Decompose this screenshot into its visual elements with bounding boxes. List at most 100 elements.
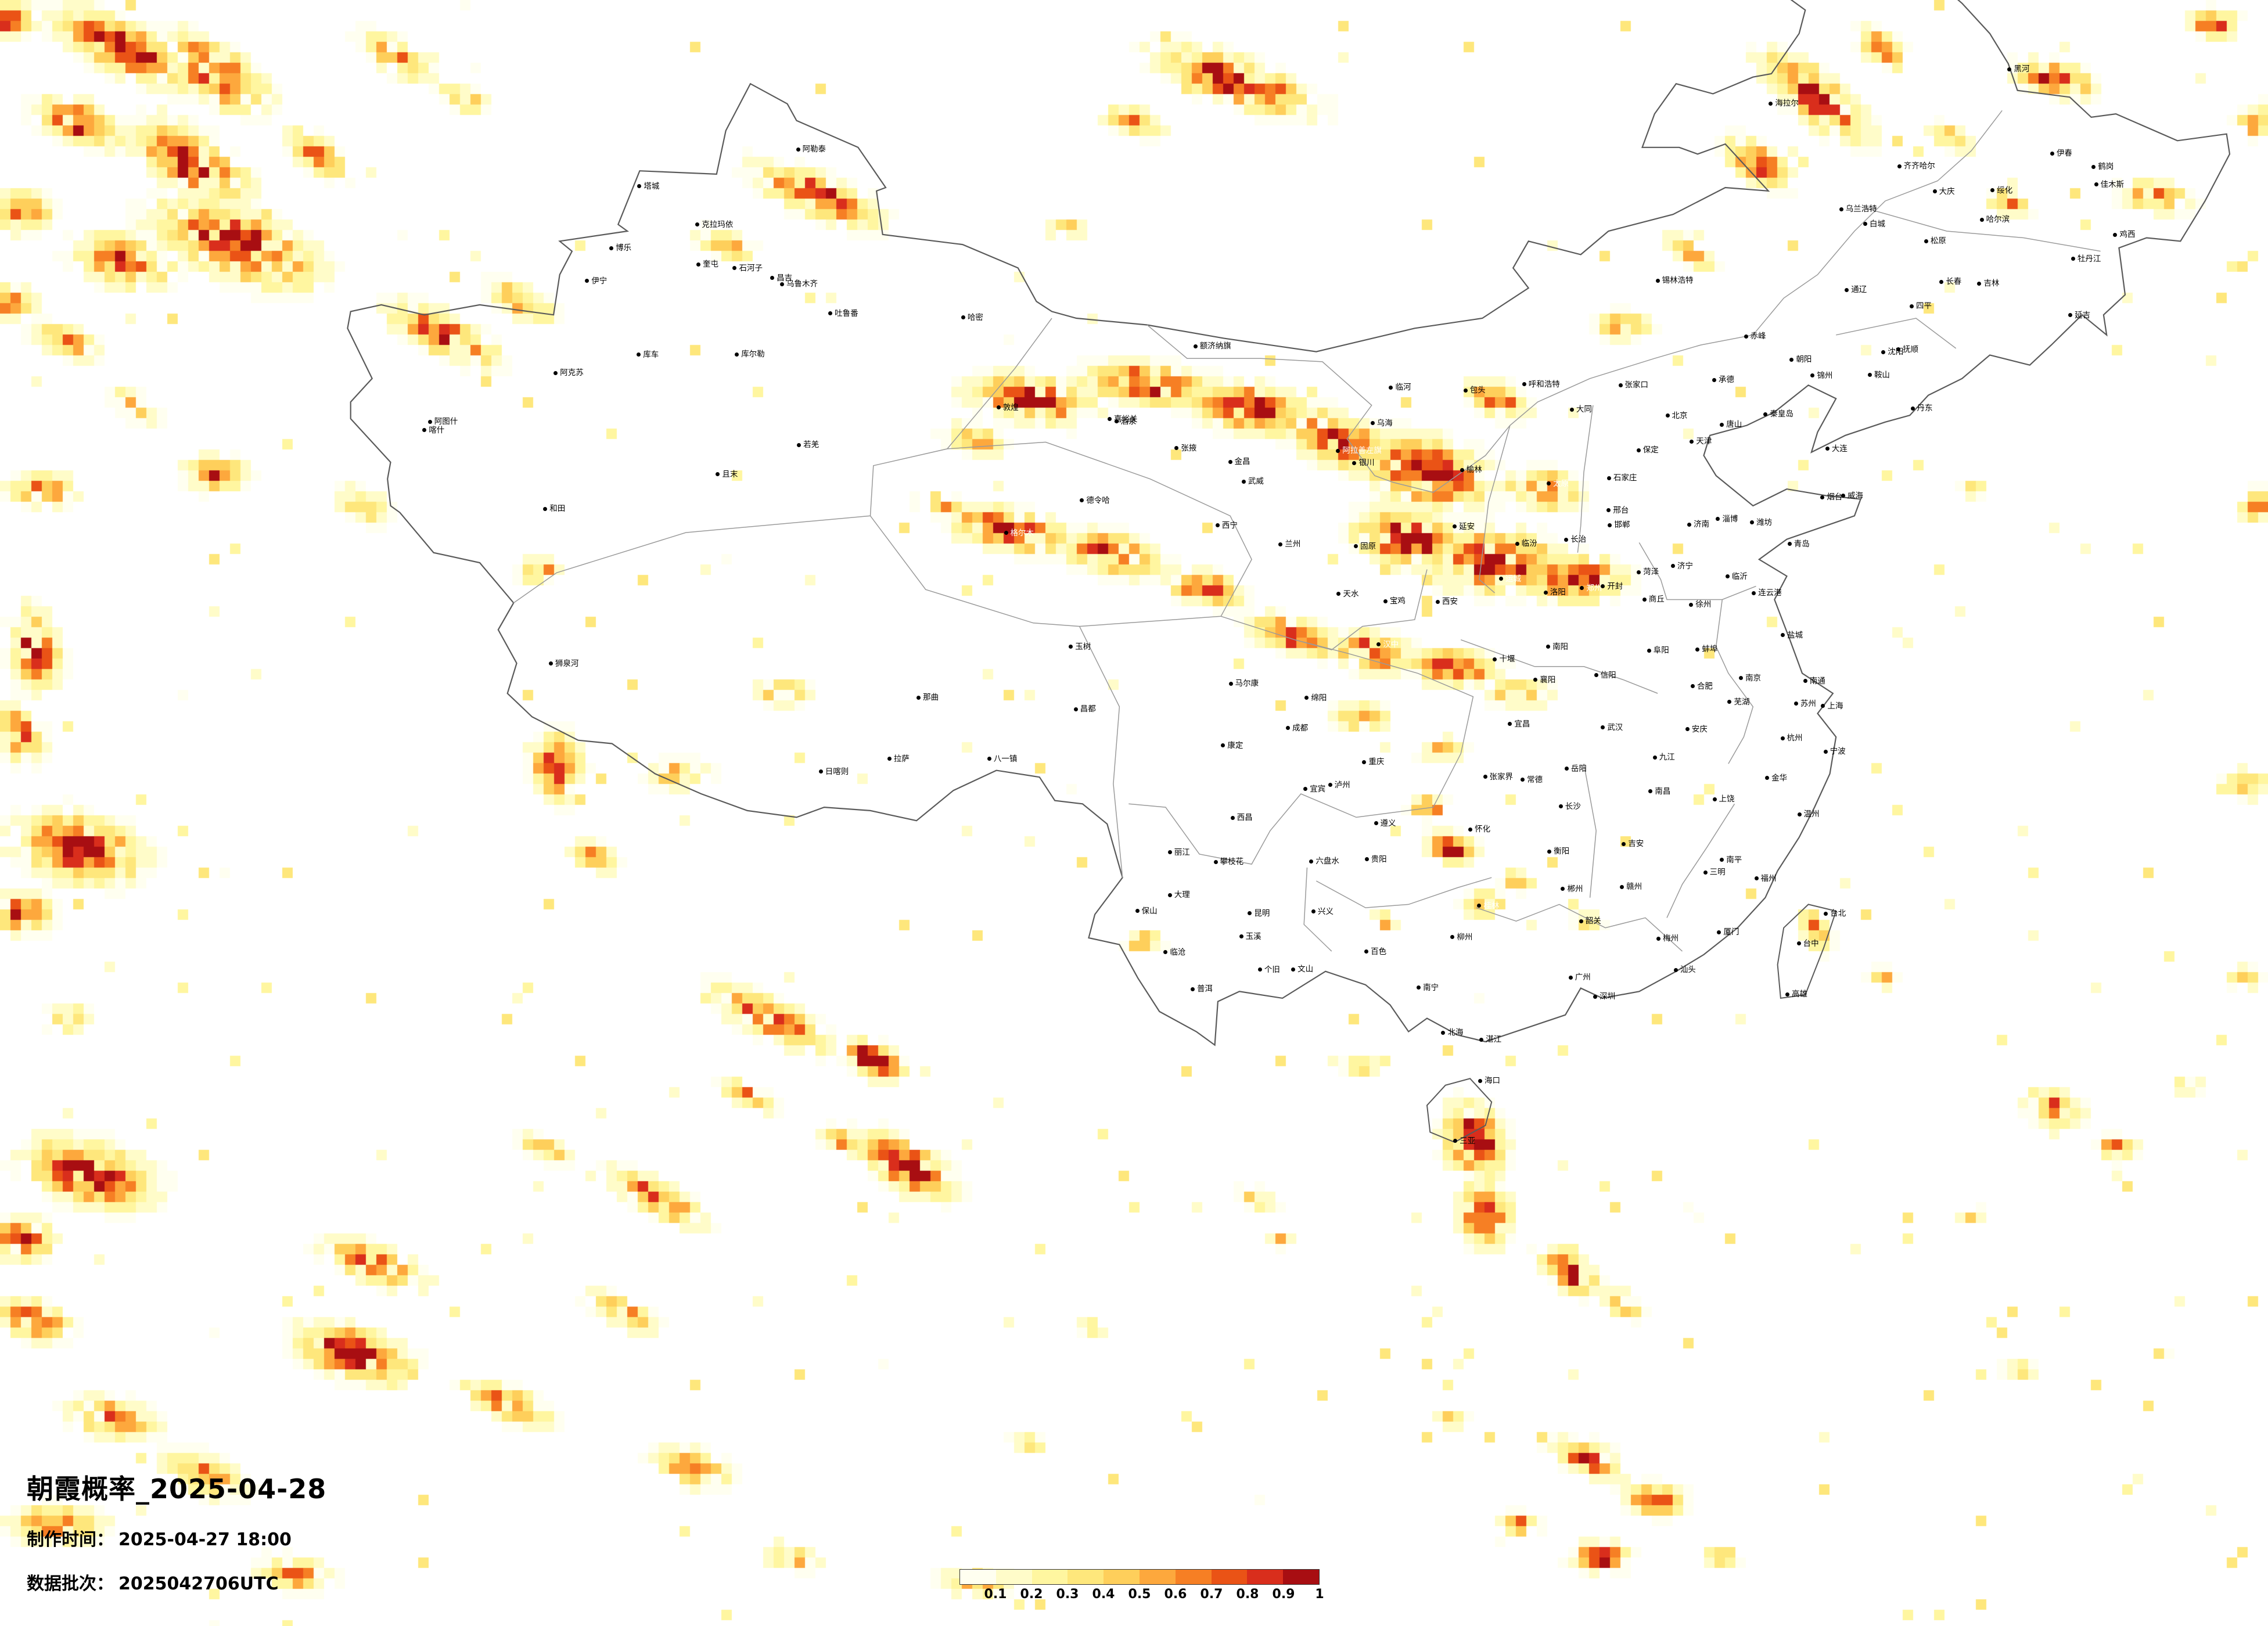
city-label: 贵阳	[1371, 854, 1387, 864]
city-marker: 石家庄	[1606, 474, 1637, 482]
city-label: 长春	[1946, 277, 1962, 286]
city-dot	[2091, 164, 2096, 169]
city-dot	[1547, 481, 1551, 486]
city-dot	[1221, 743, 1225, 748]
city-marker: 成都	[1286, 724, 1308, 732]
city-dot	[609, 246, 614, 250]
city-label: 邯郸	[1614, 520, 1630, 530]
city-dot	[732, 266, 737, 271]
city-label: 高雄	[1792, 990, 1808, 999]
city-label: 狮泉河	[555, 659, 579, 668]
city-marker: 唐山	[1720, 421, 1742, 429]
city-marker: 康定	[1221, 742, 1243, 750]
city-marker: 鸡西	[2113, 231, 2135, 239]
city-dot	[1720, 422, 1724, 427]
city-label: 玉树	[1075, 642, 1091, 652]
city-label: 抚顺	[1903, 344, 1919, 354]
city-dot	[1703, 870, 1708, 875]
city-dot	[1450, 935, 1455, 940]
city-marker: 松原	[1924, 236, 1946, 246]
city-dot	[1820, 495, 1825, 499]
city-dot	[1752, 591, 1756, 595]
city-marker: 九江	[1652, 753, 1675, 761]
city-dot	[1362, 760, 1367, 764]
city-dot	[1712, 377, 1716, 382]
data-batch-line: 数据批次： 2025042706UTC	[27, 1569, 326, 1595]
city-dot	[1453, 1139, 1458, 1143]
city-marker: 库尔勒	[735, 350, 765, 359]
city-label: 郑州	[1586, 583, 1602, 593]
city-marker: 宜昌	[1508, 720, 1530, 728]
city-dot	[1673, 967, 1678, 972]
city-label: 松原	[1930, 236, 1946, 246]
city-dot	[1460, 467, 1464, 472]
city-marker: 格尔木	[1004, 529, 1034, 537]
taiwan-island-outline	[1777, 904, 1837, 999]
city-marker: 张掖	[1174, 444, 1196, 452]
city-dot	[1655, 278, 1660, 283]
title-block: 朝霞概率_2025-04-28 制作时间： 2025-04-27 18:00 数据…	[27, 1468, 326, 1595]
city-dot	[1637, 570, 1641, 574]
city-label: 且末	[722, 469, 738, 479]
city-dot	[818, 769, 823, 774]
city-dot	[696, 262, 700, 267]
city-dot	[1522, 382, 1526, 386]
city-label: 大连	[1831, 444, 1848, 454]
city-marker: 淄博	[1716, 515, 1738, 523]
city-label: 绵阳	[1311, 693, 1327, 703]
city-marker: 承德	[1712, 376, 1734, 384]
city-dot	[1291, 967, 1296, 972]
city-marker: 且末	[716, 469, 738, 479]
city-marker: 金昌	[1228, 458, 1250, 466]
city-marker: 奎屯	[696, 260, 718, 268]
city-label: 上海	[1827, 701, 1843, 711]
city-marker: 海口	[1478, 1077, 1500, 1085]
city-label: 济南	[1694, 520, 1710, 530]
city-marker: 三亚	[1453, 1137, 1475, 1145]
city-dot	[1080, 498, 1084, 503]
city-label: 重庆	[1368, 757, 1385, 767]
legend-color-cell	[1139, 1570, 1176, 1584]
city-marker: 阜阳	[1647, 646, 1669, 654]
city-label: 太原	[1553, 479, 1569, 488]
city-dot	[1780, 736, 1785, 740]
city-label: 商丘	[1648, 595, 1665, 605]
city-label: 包头	[1469, 386, 1486, 395]
city-marker: 上海	[1821, 701, 1843, 711]
city-marker: 八一镇	[987, 755, 1017, 763]
city-dot	[1135, 909, 1140, 913]
city-label: 库尔勒	[741, 350, 765, 359]
city-marker: 昌都	[1073, 705, 1096, 713]
production-time-label: 制作时间：	[27, 1530, 114, 1550]
city-label: 乌鲁木齐	[786, 279, 818, 289]
city-marker: 常德	[1521, 776, 1543, 783]
city-label: 乌海	[1376, 418, 1393, 428]
city-label: 喀什	[429, 425, 445, 435]
city-marker: 南阳	[1546, 643, 1568, 650]
city-label: 锦州	[1817, 370, 1833, 380]
city-label: 广州	[1575, 973, 1591, 983]
city-dot	[1493, 657, 1497, 661]
city-label: 福州	[1760, 873, 1777, 883]
legend-color-cell	[1067, 1570, 1104, 1584]
city-dot	[1797, 812, 1802, 816]
city-label: 库车	[643, 350, 659, 359]
city-dot	[1796, 941, 1801, 946]
city-label: 盐城	[1787, 630, 1803, 640]
province-boundary-line	[1303, 867, 1332, 952]
city-dot	[1228, 459, 1232, 464]
city-label: 南通	[1809, 676, 1825, 686]
city-label: 张家界	[1489, 772, 1514, 782]
legend-color-cell	[1247, 1570, 1284, 1584]
city-dot	[1515, 541, 1519, 546]
city-dot	[1568, 975, 1573, 980]
city-label: 个旧	[1264, 965, 1280, 974]
city-marker: 阿拉善左旗	[1336, 447, 1382, 455]
city-dot	[1690, 684, 1695, 689]
city-label: 大理	[1174, 890, 1190, 900]
city-marker: 天水	[1336, 590, 1358, 598]
city-label: 四平	[1915, 301, 1932, 311]
city-marker: 吉林	[1977, 280, 1999, 287]
city-dot	[2068, 313, 2073, 318]
city-dot	[1580, 586, 1584, 591]
